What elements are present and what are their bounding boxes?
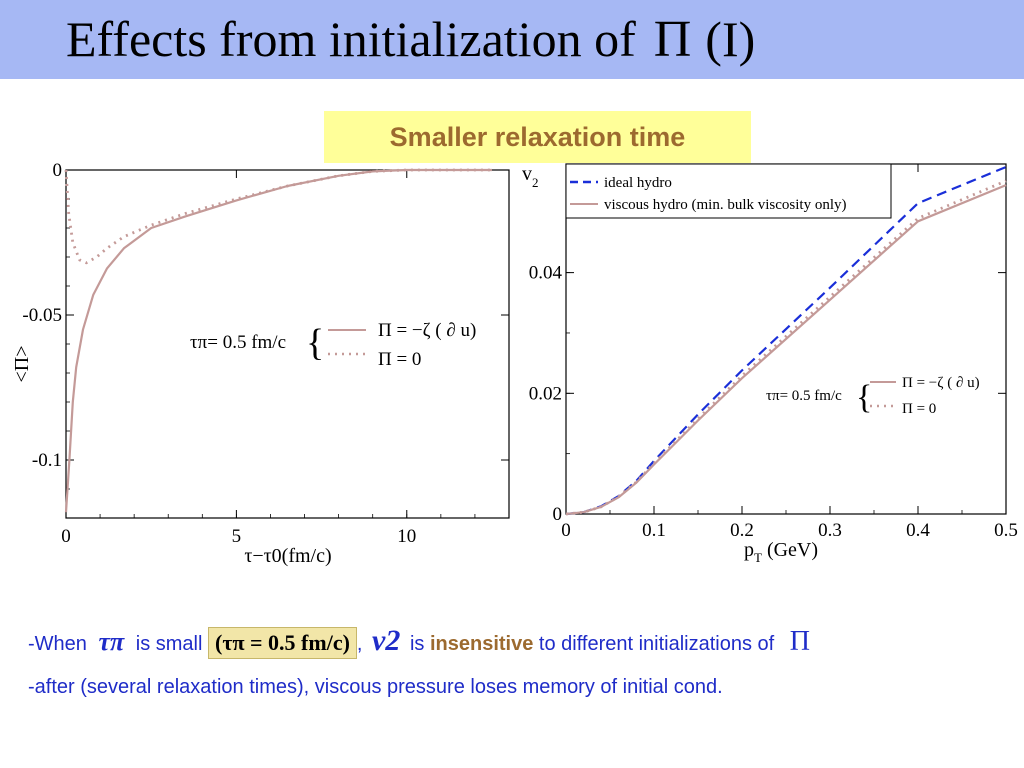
footer-when: -When <box>28 633 87 655</box>
x-tick-label: 0.4 <box>906 520 930 541</box>
x-tick-label: 0.1 <box>642 520 666 541</box>
y-tick-label: -0.1 <box>32 450 62 471</box>
footer-insensitive: insensitive <box>429 633 534 655</box>
tau-value-highlight: (τπ = 0.5 fm/c) <box>208 627 357 659</box>
x-tick-label: 0.5 <box>994 520 1018 541</box>
x-tick-label: 0.3 <box>818 520 842 541</box>
plot-frame <box>65 169 510 519</box>
annotation-brace: { <box>856 379 872 416</box>
title-bar <box>0 0 1024 79</box>
legend-solid-label: Π = −ζ ( ∂ u) <box>378 320 476 341</box>
series-line-2 <box>565 179 1007 516</box>
chart-v2: 0 0.1 0.2 0.3 0.4 0.5 0 0.02 0.04 v2 pT (GeV) id… <box>522 163 1018 565</box>
callout-box: Smaller relaxation time <box>324 111 751 163</box>
x-tick-label: 0 <box>61 526 71 547</box>
footer-is-small: is small <box>135 633 203 655</box>
y-tick-label: 0 <box>553 504 563 525</box>
footer-rest: to different initializations of <box>538 633 775 655</box>
v2-symbol: v2 <box>372 624 401 657</box>
tau-pi-symbol: τπ <box>98 627 125 656</box>
right-annotation: τπ= 0.5 fm/c { Π = −ζ ( ∂ u) Π = 0 <box>766 375 980 417</box>
annotation-brace: { <box>306 322 324 364</box>
x-tick-label: 10 <box>397 526 416 547</box>
x-tick-label: 5 <box>232 526 242 547</box>
footer-comma: , <box>356 633 363 655</box>
title-pi-symbol: Π <box>653 11 692 68</box>
y-tick-label: 0.02 <box>529 383 562 404</box>
title-text: Effects from initialization of <box>66 11 636 67</box>
legend-dotted-label: Π = 0 <box>378 349 421 370</box>
y-axis-label: v2 <box>522 163 539 190</box>
annotation-param: τπ= 0.5 fm/c <box>766 388 842 404</box>
annotation-param: τπ= 0.5 fm/c <box>190 332 286 353</box>
legend-viscous-label: viscous hydro (min. bulk viscosity only) <box>604 197 847 213</box>
footer-line-2: -after (several relaxation times), visco… <box>28 676 723 698</box>
series-line-1 <box>64 168 492 265</box>
x-axis-label: τ−τ0(fm/c) <box>244 545 331 567</box>
y-tick-label: -0.05 <box>22 305 62 326</box>
callout-text: Smaller relaxation time <box>389 122 686 152</box>
footer-line-1: -When τπ is small (τπ = 0.5 fm/c), v2 is… <box>28 624 810 668</box>
y-tick-label: 0 <box>53 160 63 181</box>
y-axis-label: <Π> <box>11 345 33 382</box>
y-tick-label: 0.04 <box>529 263 563 284</box>
title-suffix: (I) <box>705 11 756 67</box>
footer-is: is <box>409 633 425 655</box>
legend-box <box>565 163 892 219</box>
legend-ideal-label: ideal hydro <box>604 175 672 191</box>
x-axis-label: pT (GeV) <box>744 539 818 565</box>
x-tick-label: 0 <box>561 520 571 541</box>
chart-bulk-pressure: 0 5 10 0 -0.05 -0.1 <Π> τ−τ0(fm/c) τπ= 0.5 fm… <box>11 160 510 567</box>
right-legend: ideal hydro viscous hydro (min. bulk vis… <box>565 163 892 219</box>
legend-dotted-label: Π = 0 <box>902 401 936 417</box>
slide-title: Effects from initialization of Π (I) <box>66 10 755 69</box>
left-annotation: τπ= 0.5 fm/c { Π = −ζ ( ∂ u) Π = 0 <box>190 320 476 370</box>
x-tick-label: 0.2 <box>730 520 754 541</box>
legend-solid-label: Π = −ζ ( ∂ u) <box>902 375 980 391</box>
footer-pi: Π <box>789 626 811 657</box>
